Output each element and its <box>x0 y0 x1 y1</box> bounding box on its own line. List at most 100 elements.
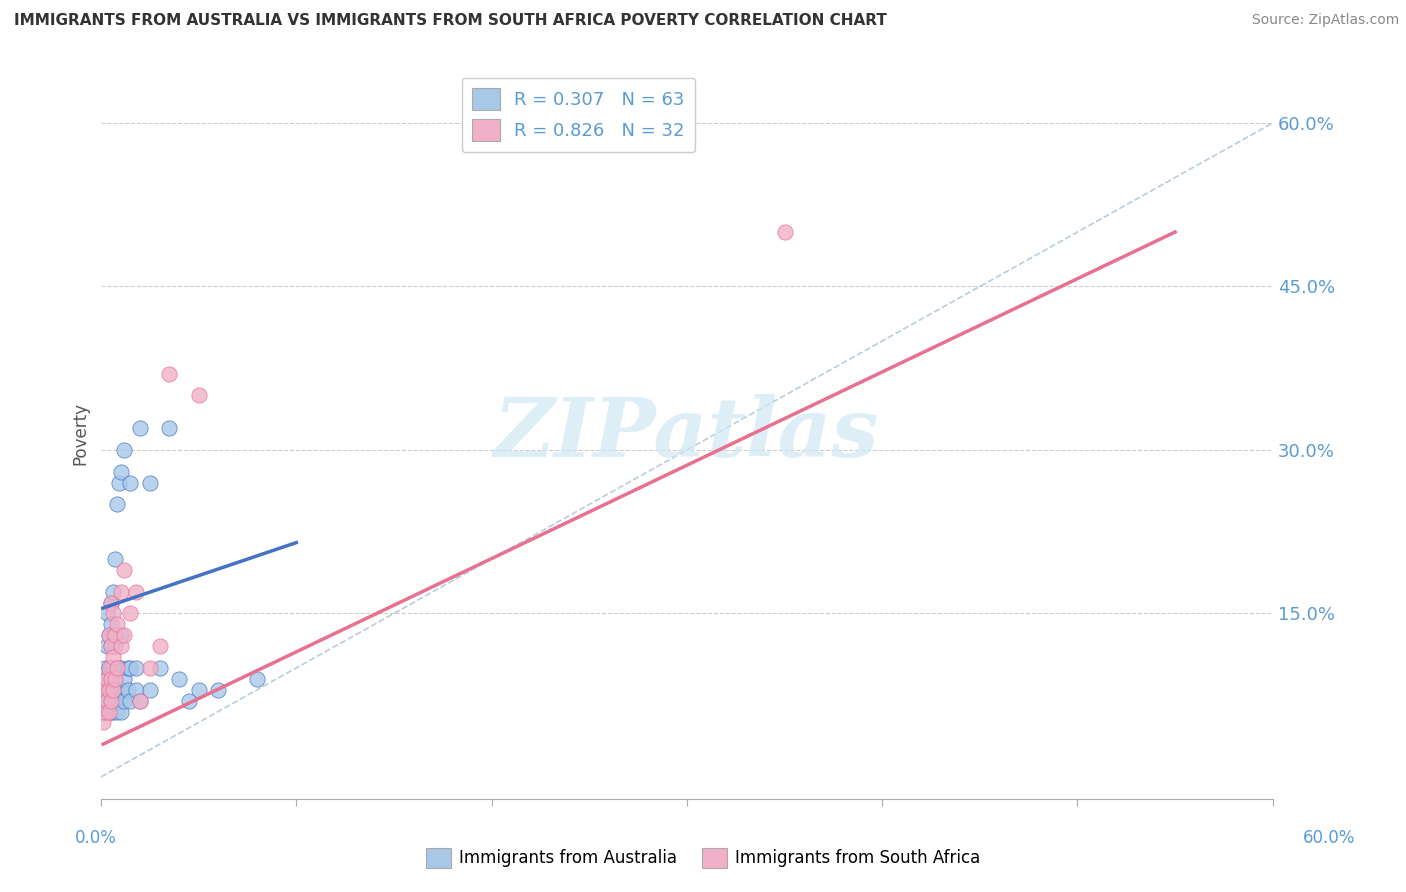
Point <box>114 442 136 457</box>
Point <box>101 705 124 719</box>
Point <box>139 682 162 697</box>
Point <box>101 682 124 697</box>
Point <box>104 693 127 707</box>
Point <box>110 682 132 697</box>
Point <box>101 661 124 675</box>
Point <box>100 639 122 653</box>
Point <box>177 693 200 707</box>
Point <box>91 715 114 730</box>
Point <box>100 661 122 675</box>
Point <box>114 628 136 642</box>
Point <box>105 682 128 697</box>
Point <box>187 682 209 697</box>
Point <box>139 661 162 675</box>
Point <box>125 584 148 599</box>
Point <box>105 498 128 512</box>
Point <box>101 607 124 621</box>
Point <box>97 661 120 675</box>
Point <box>94 661 117 675</box>
Point <box>97 628 120 642</box>
Point <box>149 661 172 675</box>
Legend: R = 0.307   N = 63, R = 0.826   N = 32: R = 0.307 N = 63, R = 0.826 N = 32 <box>461 78 696 153</box>
Point <box>91 682 114 697</box>
Text: IMMIGRANTS FROM AUSTRALIA VS IMMIGRANTS FROM SOUTH AFRICA POVERTY CORRELATION CH: IMMIGRANTS FROM AUSTRALIA VS IMMIGRANTS … <box>14 13 887 29</box>
Point <box>114 563 136 577</box>
Y-axis label: Poverty: Poverty <box>72 402 89 465</box>
Point <box>125 682 148 697</box>
Legend: Immigrants from Australia, Immigrants from South Africa: Immigrants from Australia, Immigrants fr… <box>419 841 987 875</box>
Point <box>157 367 180 381</box>
Point <box>110 661 132 675</box>
Point <box>773 225 796 239</box>
Point <box>96 672 118 686</box>
Point <box>100 595 122 609</box>
Point <box>94 693 117 707</box>
Text: 0.0%: 0.0% <box>75 829 117 847</box>
Point <box>97 682 120 697</box>
Point <box>100 672 122 686</box>
Point <box>94 705 117 719</box>
Point <box>97 705 120 719</box>
Text: 60.0%: 60.0% <box>1302 829 1355 847</box>
Point <box>100 693 122 707</box>
Point <box>105 617 128 632</box>
Point <box>104 628 127 642</box>
Point <box>110 465 132 479</box>
Point <box>96 672 118 686</box>
Point <box>104 672 127 686</box>
Point <box>101 584 124 599</box>
Point <box>101 628 124 642</box>
Point <box>107 693 129 707</box>
Point <box>129 421 152 435</box>
Point <box>120 607 142 621</box>
Point <box>107 661 129 675</box>
Point <box>207 682 229 697</box>
Point <box>125 661 148 675</box>
Point <box>105 661 128 675</box>
Point <box>97 661 120 675</box>
Point <box>100 672 122 686</box>
Point <box>117 682 139 697</box>
Point <box>100 693 122 707</box>
Point <box>100 705 122 719</box>
Point <box>96 693 118 707</box>
Point <box>100 617 122 632</box>
Point <box>104 639 127 653</box>
Point <box>114 672 136 686</box>
Point <box>101 682 124 697</box>
Point <box>120 661 142 675</box>
Point <box>101 650 124 665</box>
Point <box>104 552 127 566</box>
Point <box>100 595 122 609</box>
Point <box>107 475 129 490</box>
Point <box>110 705 132 719</box>
Point <box>96 607 118 621</box>
Point <box>139 475 162 490</box>
Point <box>97 628 120 642</box>
Point <box>120 693 142 707</box>
Text: Source: ZipAtlas.com: Source: ZipAtlas.com <box>1251 13 1399 28</box>
Point <box>149 639 172 653</box>
Point <box>96 682 118 697</box>
Point <box>246 672 269 686</box>
Point <box>105 705 128 719</box>
Point <box>114 693 136 707</box>
Point <box>100 639 122 653</box>
Point <box>100 682 122 697</box>
Point <box>110 639 132 653</box>
Point <box>110 628 132 642</box>
Point <box>105 661 128 675</box>
Point <box>96 639 118 653</box>
Point <box>167 672 190 686</box>
Point <box>129 693 152 707</box>
Point <box>97 682 120 697</box>
Point <box>104 672 127 686</box>
Point <box>96 693 118 707</box>
Point <box>97 705 120 719</box>
Point <box>110 584 132 599</box>
Text: ZIPatlas: ZIPatlas <box>494 393 880 474</box>
Point <box>117 661 139 675</box>
Point <box>129 693 152 707</box>
Point <box>94 682 117 697</box>
Point <box>91 705 114 719</box>
